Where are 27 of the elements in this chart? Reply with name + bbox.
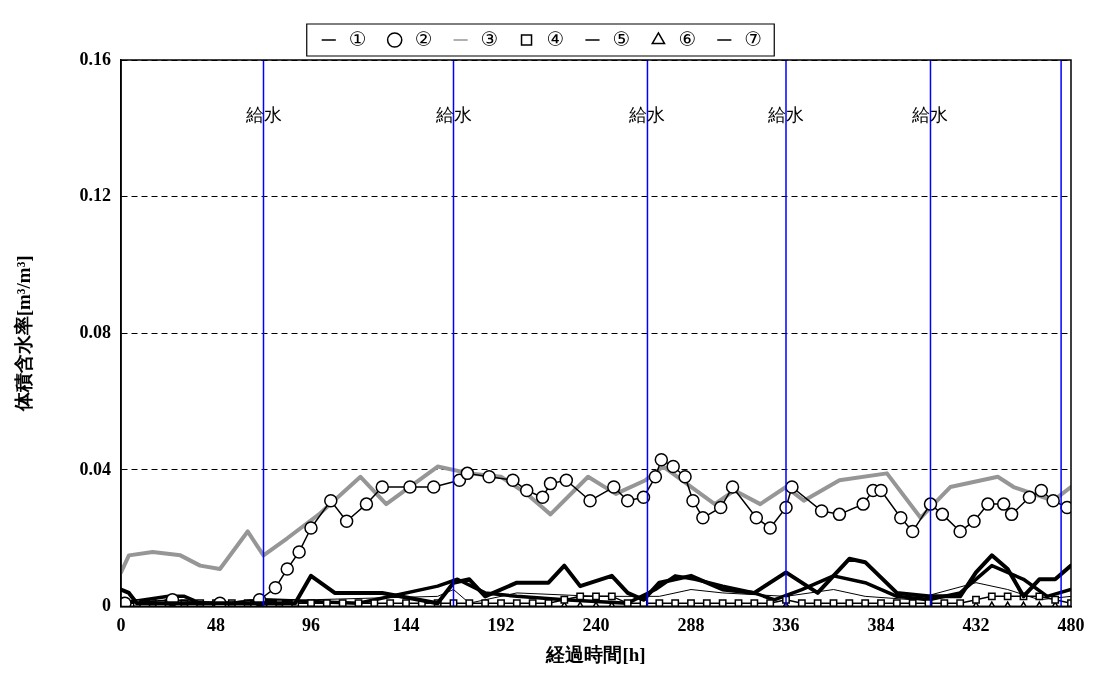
legend-label: ②	[414, 27, 433, 50]
y-tick-label: 0.08	[79, 321, 111, 342]
x-tick-label: 96	[302, 615, 320, 636]
y-tick-label: 0.16	[79, 48, 111, 69]
x-axis-title: 経過時間[h]	[545, 643, 646, 665]
y-tick-label: 0.12	[79, 185, 111, 206]
ref-line-label: 給水	[434, 104, 472, 125]
x-tick-label: 288	[677, 615, 705, 636]
x-tick-label: 240	[582, 615, 610, 636]
legend-label: ⑦	[744, 27, 763, 50]
legend-label: ⑥	[678, 27, 697, 50]
y-tick-label: 0	[102, 595, 111, 616]
x-tick-label: 192	[487, 615, 515, 636]
x-tick-label: 384	[867, 615, 895, 636]
legend-label: ③	[480, 27, 499, 50]
ref-line-label: 給水	[244, 104, 282, 125]
y-tick-label: 0.04	[79, 458, 111, 479]
x-tick-label: 0	[116, 615, 126, 636]
x-tick-label: 480	[1057, 615, 1085, 636]
x-tick-label: 336	[772, 615, 800, 636]
legend-label: ⑤	[612, 27, 631, 50]
y-axis-title: 体積含水率[m³/m³]	[13, 255, 35, 413]
legend-label: ④	[546, 27, 565, 50]
legend-label: ①	[348, 27, 367, 50]
x-tick-label: 48	[207, 615, 225, 636]
x-tick-label: 144	[392, 615, 420, 636]
x-tick-label: 432	[962, 615, 990, 636]
